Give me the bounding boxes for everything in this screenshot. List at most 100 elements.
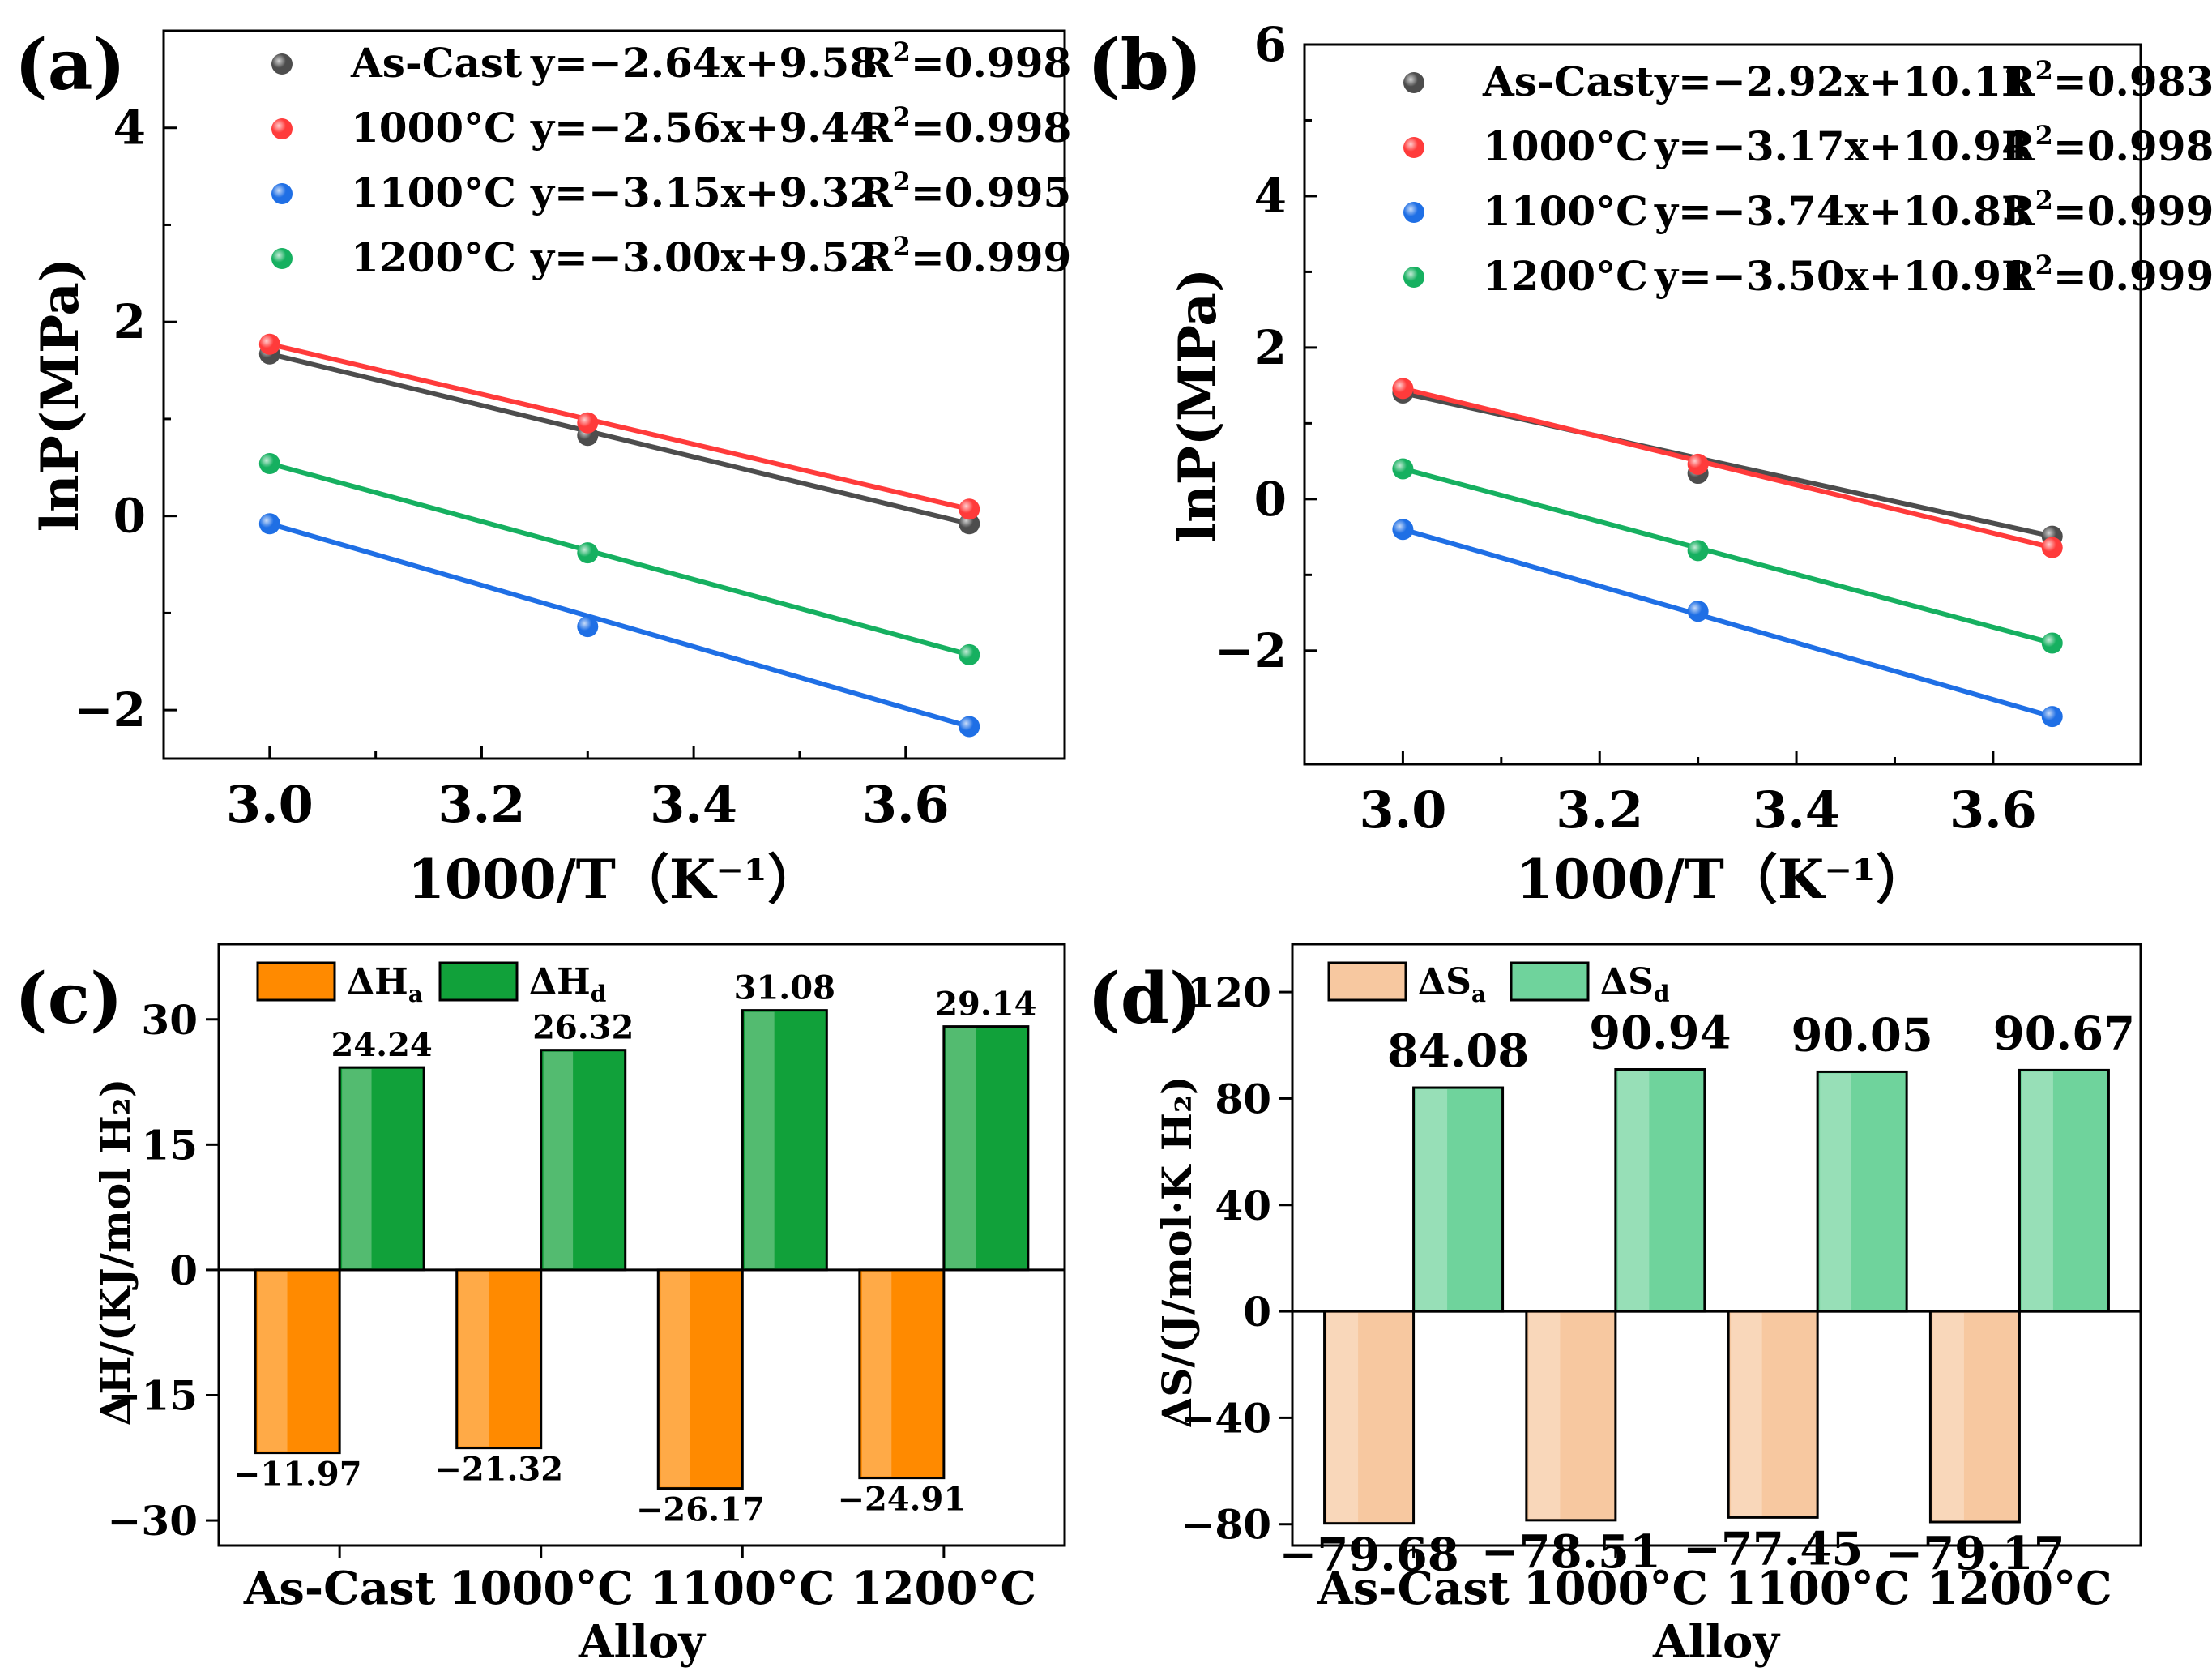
panel-a-point-highlight [959,643,980,665]
panel-d-legend: ΔSa ΔSd [1327,961,1670,1007]
panel-a-fit-line-1200-c [269,461,971,657]
panel-d-bar-value-label: 84.08 [1387,1024,1529,1078]
panel-a-fit-line-as-cast [269,351,970,527]
panel-a-fit-lines [268,341,971,729]
panel-b-point-highlight [1687,540,1709,562]
panel-c-bars: −11.97 24.24 −21.32 26.32 −26.17 31.08 −24.91 2… [219,969,1065,1529]
panel-c-bar-ha-1000-c [455,1268,543,1450]
panel-a-legend-name: 1000°C [351,104,516,152]
panel-c-y-tick-label: −30 [108,1497,198,1545]
panel-b-point-highlight [1392,458,1414,480]
panel-a-point-highlight [959,716,980,738]
panel-d-legend-swatch-sd [1510,961,1590,1002]
panel-b-legend-name: 1200°C [1483,252,1648,300]
panel-b-x-tick-label: 3.6 [1949,780,2037,840]
panel-c-legend-swatch-ha [256,961,336,1002]
panel-b-label: (b) [1087,24,1202,106]
panel-d-bar-sd-1000-c [1614,1068,1706,1313]
panel-b-fit-line-1200-c [1402,466,2053,646]
panel-d-y-tick-label: 120 [1187,968,1271,1016]
panel-a-fit-line-1100-c [268,521,971,729]
panel-d-x-ticks: As-Cast 1000°C 1100°C 1200°C [1317,1546,2112,1615]
panel-a-legend-r2: R2=0.999 [859,231,1071,281]
panel-c-x-tick-label: 1000°C [448,1562,633,1615]
panel-a-legend-marker-highlight [271,53,293,75]
panel-d-bar-value-label: −77.45 [1683,1522,1863,1576]
panel-a-point-highlight [959,498,980,520]
panel-a-legend-marker-highlight [271,118,293,139]
panel-b-legend-equation: y=−3.74x+10.83 [1654,187,2030,235]
panel-a-y-tick-label: −2 [74,682,146,738]
panel-a-x-tick-label: 3.6 [862,775,950,834]
panel-d-bar-sd-1100-c [1816,1070,1908,1313]
panel-c-bar-hd-1200-c [942,1025,1030,1272]
panel-d-bar-shine [1731,1313,1762,1516]
panel-b-legend-name: 1100°C [1483,187,1648,235]
panel-d-bar-value-label: 90.94 [1589,1007,1731,1060]
panel-d-y-tick-label: 80 [1215,1075,1271,1122]
panel-d-bar-value-label: −78.51 [1481,1525,1661,1579]
panel-a-legend-r2: R2=0.998 [859,101,1071,152]
panel-b-legend-marker-highlight [1403,267,1424,288]
panel-d-x-axis-title: Alloy [1652,1615,1780,1669]
panel-b-point-highlight [1687,601,1709,622]
panel-d-bar-shine [1528,1313,1561,1519]
panel-c-y-tick-label: 15 [141,1121,198,1169]
panel-d-y-tick-label: −40 [1181,1394,1271,1442]
panel-b-y-ticks: −2 0 2 4 6 [1215,17,1317,678]
panel-a-point-highlight [959,513,980,535]
panel-a-fit-line-1000-c [269,341,970,512]
panel-d-y-axis-title: ΔS/(J/mol·K H₂) [1153,1075,1201,1428]
panel-a-legend-name: 1200°C [351,233,516,281]
panel-a-legend-marker-highlight [271,248,293,269]
panel-d-bar-shine [2022,1071,2053,1310]
panel-b-point-highlight [1392,519,1414,541]
panel-b-point-highlight [2041,537,2063,558]
panel-a-legend-r2: R2=0.995 [859,166,1071,216]
panel-a-y-tick-label: 0 [113,489,146,544]
panel-a-label: (a) [15,24,126,106]
panel-d-x-tick-label: 1200°C [1927,1562,2112,1615]
panel-d-x-tick-label: As-Cast [1317,1562,1510,1615]
panel-b-data-points [1392,378,2063,728]
panel-c-bar-value-label: 26.32 [532,1009,634,1047]
panel-b-y-axis-title: lnP(MPa) [1168,268,1228,542]
panel-c-bar-value-label: 29.14 [935,986,1036,1024]
panel-a-x-tick-label: 3.0 [226,775,314,834]
panel-d-bar-sa-1200-c [1928,1310,2021,1524]
panel-c-bar-hd-1100-c [741,1009,828,1272]
panel-b-x-tick-label: 3.4 [1753,780,1840,840]
panel-c-bar-chart: (c) −30 −15 0 15 30 As-Cast 1000°C 1100°C 1200°… [15,943,1066,1669]
panel-c-bar-ha-1100-c [656,1268,744,1490]
panel-c-bar-value-label: −26.17 [636,1491,765,1529]
panel-a-data-points [258,333,980,738]
panel-a-y-tick-label: 4 [113,100,146,156]
panel-a-y-axis-title: lnP(MPa) [30,258,91,532]
panel-c-bar-value-label: −24.91 [837,1481,966,1519]
panel-a-y-tick-label: 2 [113,294,146,349]
panel-c-x-tick-label: As-Cast [243,1562,436,1615]
panel-d-bars: −79.68 84.08 −78.51 90.94 −77.45 90.05 −79.17 9… [1279,1007,2141,1582]
panel-c-y-tick-label: 30 [141,996,198,1044]
panel-b-line-chart: (b) 3.0 3.2 3.4 3.6 −2 0 2 4 6 As-Cast y=−2.92x+… [1087,17,2212,911]
panel-b-legend-name: 1000°C [1483,122,1648,170]
panel-a-line-chart: (a) 3.0 3.2 3.4 3.6 −2 0 2 4 As-Cast y=−2.64x+9… [15,24,1071,911]
panel-d-y-tick-label: −80 [1181,1501,1271,1549]
panel-d-legend-label-sd: ΔSd [1600,961,1670,1007]
panel-c-bar-value-label: −11.97 [233,1456,362,1494]
panel-b-point-highlight [1687,453,1709,475]
panel-b-legend-equation: y=−2.92x+10.11 [1654,58,2030,105]
panel-b-y-tick-label: −2 [1215,623,1287,678]
panel-d-y-tick-label: 40 [1215,1182,1271,1229]
panel-b-legend-equation: y=−3.17x+10.94 [1654,122,2030,170]
panel-a-x-tick-label: 3.4 [650,775,737,834]
panel-c-bar-ha-as-cast [254,1268,341,1455]
panel-d-bar-shine [1820,1073,1851,1310]
panel-c-plot-frame [217,943,1066,1547]
panel-a-x-tick-label: 3.2 [438,775,526,834]
panel-d-bar-shine [1932,1313,1964,1521]
panel-c-bar-hd-as-cast [338,1066,425,1272]
panel-d-bar-sa-as-cast [1323,1310,1416,1525]
